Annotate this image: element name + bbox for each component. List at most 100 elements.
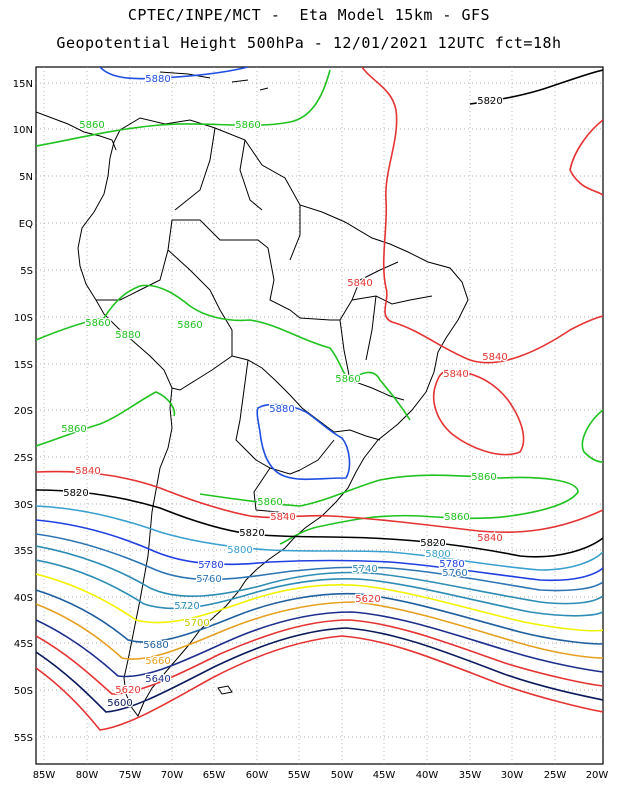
- lon-tick-label: 80W: [76, 770, 99, 781]
- contour-label: 5700: [184, 618, 209, 629]
- contour-5580: [36, 635, 603, 731]
- contour-5840-north: [361, 67, 603, 364]
- lon-tick-label: 40W: [416, 770, 439, 781]
- latitude-tick-labels: 15N 10N 5N EQ 5S 10S 15S 20S 25S 30S 35S…: [13, 79, 33, 744]
- contour-label: 5820: [63, 488, 88, 499]
- lon-tick-label: 75W: [119, 770, 142, 781]
- contour-label: 5880: [269, 404, 294, 415]
- lon-tick-label: 50W: [331, 770, 354, 781]
- contour-label: 5840: [443, 369, 468, 380]
- falklands: [217, 685, 233, 695]
- contour-label: 5840: [347, 278, 372, 289]
- contour-label: 5820: [239, 528, 264, 539]
- contour-label: 5860: [257, 497, 282, 508]
- contour-label: 5860: [335, 374, 360, 385]
- contour-label: 5780: [439, 559, 464, 570]
- lat-tick-label: 15S: [14, 360, 33, 371]
- contour-label: 5840: [270, 512, 295, 523]
- lat-tick-label: 5S: [20, 266, 33, 277]
- contour-label: 5660: [145, 656, 170, 667]
- lat-tick-label: 40S: [14, 593, 33, 604]
- brazil-state-lines: [333, 261, 433, 441]
- lat-tick-label: 10N: [13, 125, 33, 136]
- contour-5700: [36, 573, 603, 632]
- contour-5880-north: [99, 67, 249, 80]
- lon-tick-label: 35W: [459, 770, 482, 781]
- contour-label: 5880: [145, 74, 170, 85]
- lon-tick-label: 70W: [161, 770, 184, 781]
- contour-5860-east: [581, 409, 603, 463]
- contour-5680: [36, 589, 603, 645]
- contour-5880-center: [256, 403, 351, 481]
- contour-5660: [36, 601, 603, 660]
- contour-5720: [36, 559, 603, 617]
- lat-tick-label: 50S: [14, 686, 33, 697]
- lon-tick-label: 60W: [246, 770, 269, 781]
- contour-5760: [36, 533, 603, 592]
- contour-5800: [36, 505, 603, 571]
- contour-label: 5620: [355, 594, 380, 605]
- contour-label: 5600: [107, 698, 132, 709]
- contour-5780: [36, 519, 603, 582]
- contour-label: 5840: [75, 466, 100, 477]
- contour-5840-high: [432, 370, 525, 456]
- south-america-coastline: [77, 117, 469, 717]
- height-contours: [36, 67, 603, 731]
- contour-label: 5760: [442, 568, 467, 579]
- contour-label: 5780: [198, 560, 223, 571]
- lon-tick-label: 45W: [373, 770, 396, 781]
- contour-5740: [36, 545, 603, 605]
- contour-label: 5880: [115, 330, 140, 341]
- contour-5620: [36, 619, 603, 695]
- contour-label: 5820: [420, 538, 445, 549]
- lat-tick-label: 35S: [14, 546, 33, 557]
- lon-tick-label: 30W: [501, 770, 524, 781]
- lat-tick-label: 15N: [13, 79, 33, 90]
- central-america: [36, 111, 117, 151]
- contour-label: 5860: [177, 320, 202, 331]
- contour-5820-south: [36, 489, 603, 558]
- lon-tick-label: 25W: [544, 770, 567, 781]
- coastline-and-borders: [36, 71, 469, 717]
- contour-label: 5860: [471, 472, 496, 483]
- contour-label: 5860: [444, 512, 469, 523]
- contour-5840-east: [569, 119, 603, 196]
- contour-5820-north: [469, 69, 603, 105]
- contour-5840-south: [36, 470, 603, 534]
- contour-label: 5680: [143, 640, 168, 651]
- contour-label: 5860: [85, 318, 110, 329]
- contour-label: 5820: [477, 96, 502, 107]
- contour-label: 5860: [61, 424, 86, 435]
- lon-tick-label: 20W: [586, 770, 609, 781]
- lat-tick-label: 55S: [14, 733, 33, 744]
- contour-label: 5840: [477, 533, 502, 544]
- contour-label: 5840: [482, 352, 507, 363]
- contour-label: 5720: [174, 601, 199, 612]
- contour-label: 5760: [196, 574, 221, 585]
- lon-tick-label: 55W: [288, 770, 311, 781]
- map-title: CPTEC/INPE/MCT - Eta Model 15km - GFS: [127, 6, 491, 24]
- contour-label: 5620: [115, 685, 140, 696]
- contour-5640: [36, 611, 603, 678]
- contour-labels: 5880 5820 5860 5860 5840 5860 5880 5860 5840 5840…: [60, 73, 509, 711]
- lat-tick-label: 20S: [14, 406, 33, 417]
- contour-5860-central: [36, 391, 176, 447]
- contour-label: 5860: [235, 120, 260, 131]
- contour-label: 5860: [79, 120, 104, 131]
- longitude-tick-labels: 85W 80W 75W 70W 65W 60W 55W 50W 45W 40W …: [33, 770, 609, 781]
- lat-tick-label: EQ: [19, 219, 33, 230]
- contour-label: 5800: [227, 545, 252, 556]
- contour-label: 5800: [425, 549, 450, 560]
- lon-tick-label: 85W: [33, 770, 56, 781]
- map-subtitle: Geopotential Height 500hPa - 12/01/2021 …: [56, 34, 562, 52]
- lat-tick-label: 25S: [14, 453, 33, 464]
- caribbean-islands: [159, 71, 269, 91]
- contour-5860-north: [36, 69, 331, 147]
- lat-tick-label: 10S: [14, 313, 33, 324]
- lon-tick-label: 65W: [203, 770, 226, 781]
- contour-label: 5740: [352, 564, 377, 575]
- lat-tick-label: 5N: [19, 172, 33, 183]
- contour-5600: [36, 627, 603, 713]
- contour-label: 5640: [145, 674, 170, 685]
